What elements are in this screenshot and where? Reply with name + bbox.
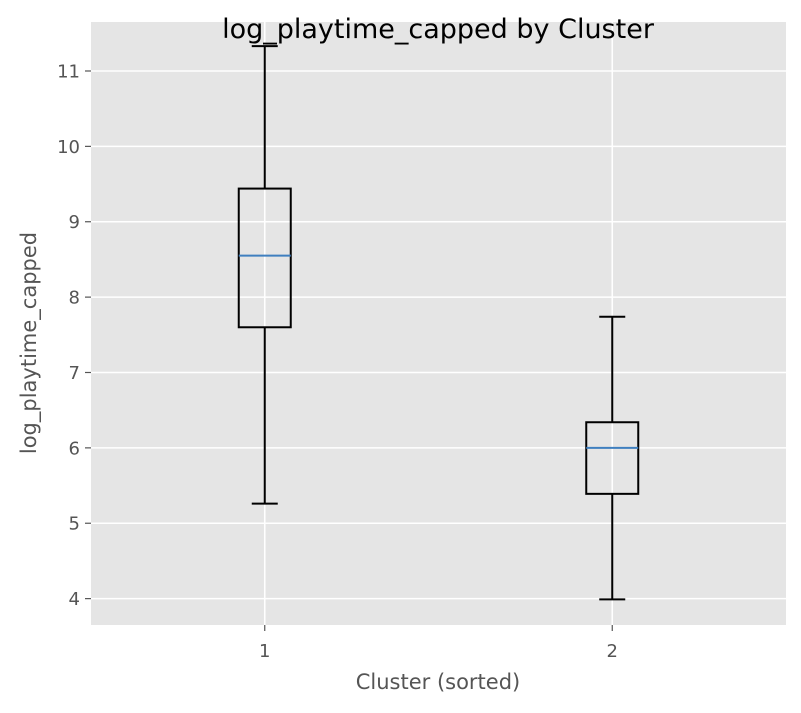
x-tick-label: 1 — [259, 641, 270, 662]
x-axis-label: Cluster (sorted) — [356, 670, 521, 694]
box-cluster-2 — [585, 315, 640, 601]
boxes — [237, 45, 640, 601]
y-tick-label: 9 — [69, 212, 80, 233]
iqr-box — [237, 187, 292, 329]
iqr-box — [585, 421, 640, 495]
y-tick-label: 4 — [69, 589, 80, 610]
y-tick-label: 8 — [69, 288, 80, 309]
y-axis-label: log_playtime_capped — [17, 232, 42, 454]
y-tick-label: 10 — [57, 137, 80, 158]
box-cluster-1 — [237, 45, 292, 505]
y-tick-label: 11 — [57, 61, 80, 82]
plot-area — [91, 22, 786, 625]
y-tick-label: 5 — [69, 514, 80, 535]
x-tick-label: 2 — [607, 641, 618, 662]
y-tick-label: 7 — [69, 363, 80, 384]
chart-title: log_playtime_capped by Cluster — [222, 14, 655, 45]
y-tick-label: 6 — [69, 438, 80, 459]
